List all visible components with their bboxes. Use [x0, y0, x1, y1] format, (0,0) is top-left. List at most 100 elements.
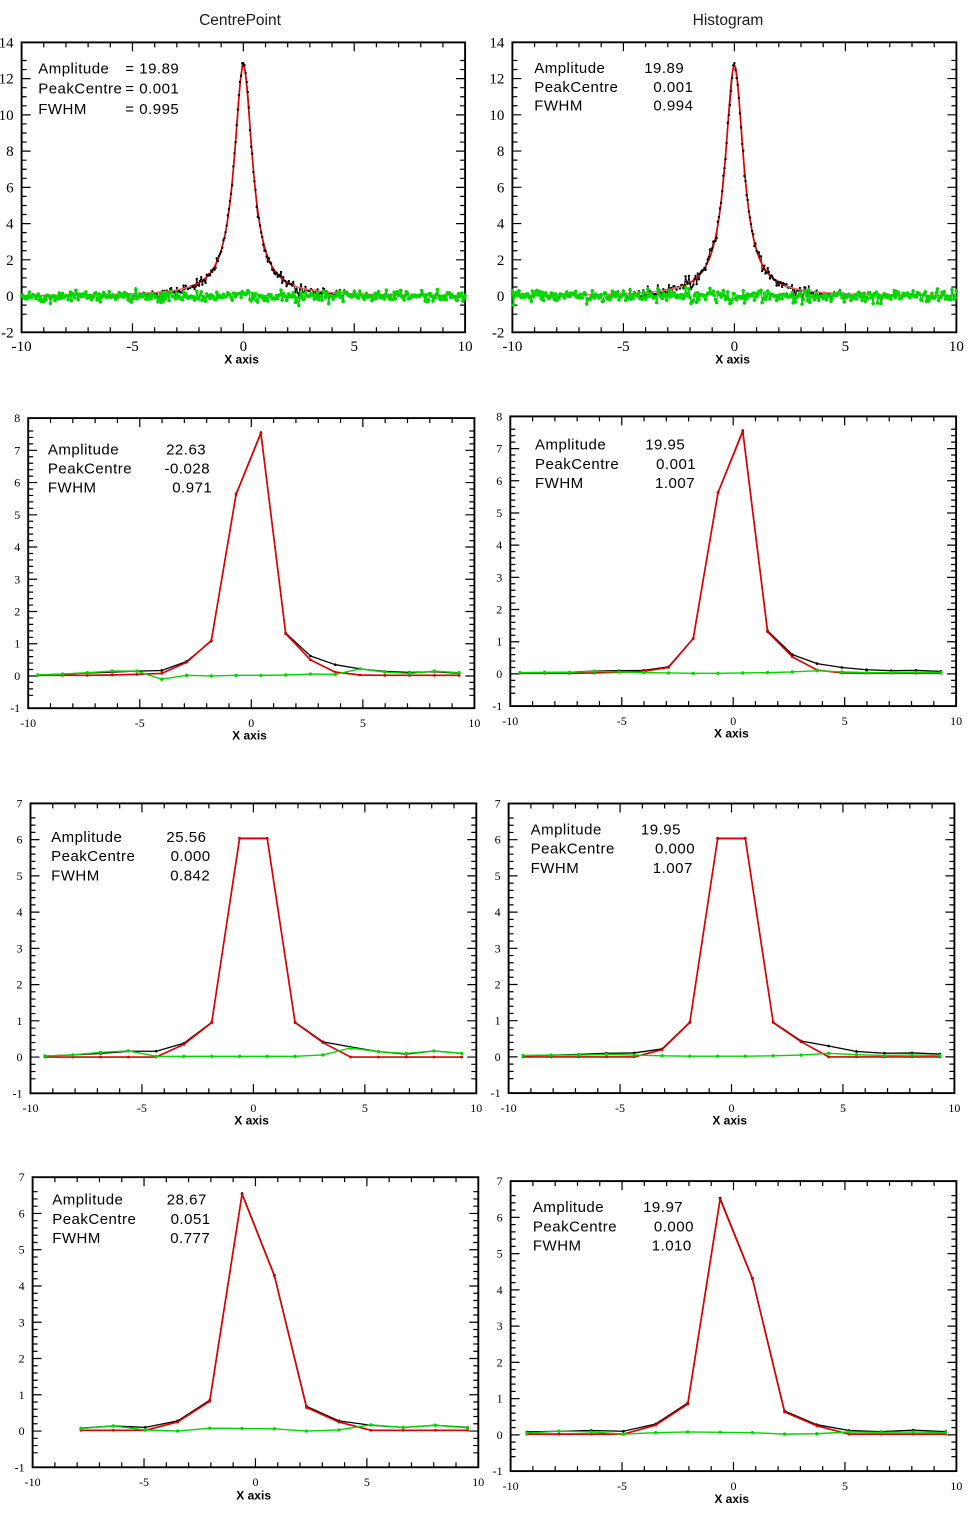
svg-text:10: 10 — [489, 108, 504, 124]
svg-text:10: 10 — [950, 1479, 962, 1493]
svg-text:-10: -10 — [20, 716, 36, 730]
svg-text:PeakCentre: PeakCentre — [534, 79, 618, 96]
svg-text:5: 5 — [840, 1101, 846, 1115]
svg-text:0: 0 — [17, 1050, 23, 1064]
svg-text:PeakCentre: PeakCentre — [531, 841, 615, 858]
svg-text:4: 4 — [14, 540, 20, 554]
svg-text:-10: -10 — [501, 1101, 517, 1115]
svg-text:3: 3 — [497, 1319, 503, 1333]
svg-text:FWHM: FWHM — [48, 480, 97, 497]
svg-text:Amplitude: Amplitude — [533, 1199, 604, 1216]
svg-text:1.007: 1.007 — [655, 475, 695, 492]
svg-text:10: 10 — [468, 716, 480, 730]
svg-text:4: 4 — [496, 538, 502, 552]
svg-text:0: 0 — [497, 289, 505, 305]
svg-text:-5: -5 — [617, 1479, 627, 1493]
svg-text:10: 10 — [458, 339, 473, 355]
svg-text:5: 5 — [360, 716, 366, 730]
svg-text:FWHM: FWHM — [52, 1230, 101, 1247]
svg-text:14: 14 — [0, 35, 14, 51]
svg-text:0: 0 — [731, 1479, 737, 1493]
svg-text:8: 8 — [14, 411, 20, 425]
svg-text:0: 0 — [19, 1424, 25, 1438]
svg-text:X axis: X axis — [712, 1113, 747, 1127]
svg-text:14: 14 — [489, 35, 505, 51]
svg-text:2: 2 — [17, 978, 23, 992]
svg-text:5: 5 — [495, 869, 501, 883]
svg-text:PeakCentre: PeakCentre — [38, 81, 122, 98]
svg-text:1: 1 — [496, 635, 502, 649]
svg-text:-5: -5 — [137, 1101, 147, 1115]
svg-text:Histogram: Histogram — [693, 12, 764, 29]
svg-text:6: 6 — [495, 833, 501, 847]
svg-text:Amplitude: Amplitude — [534, 60, 605, 77]
svg-text:19.95: 19.95 — [641, 821, 681, 838]
svg-text:0.001: 0.001 — [653, 79, 693, 96]
svg-text:6: 6 — [19, 1206, 25, 1220]
svg-text:3: 3 — [17, 941, 23, 955]
svg-text:-0.028: -0.028 — [165, 461, 211, 478]
svg-text:25.56: 25.56 — [166, 829, 206, 846]
svg-text:6: 6 — [497, 1210, 503, 1224]
svg-text:0: 0 — [250, 1101, 256, 1115]
svg-text:5: 5 — [842, 1479, 848, 1493]
svg-text:7: 7 — [17, 796, 23, 810]
svg-text:X axis: X axis — [714, 726, 749, 740]
svg-text:Amplitude: Amplitude — [531, 821, 602, 838]
svg-text:0.000: 0.000 — [654, 1218, 694, 1235]
svg-text:-10: -10 — [23, 1101, 39, 1115]
svg-text:0.777: 0.777 — [170, 1230, 210, 1247]
svg-text:X axis: X axis — [714, 1492, 749, 1506]
svg-text:10: 10 — [470, 1101, 482, 1115]
svg-text:-2: -2 — [1, 325, 14, 341]
svg-text:7: 7 — [495, 797, 501, 811]
svg-text:0: 0 — [731, 339, 739, 355]
svg-text:6: 6 — [14, 476, 20, 490]
svg-text:2: 2 — [497, 1355, 503, 1369]
svg-text:19.89: 19.89 — [644, 60, 684, 77]
svg-text:0.994: 0.994 — [653, 98, 693, 115]
svg-text:-1: -1 — [13, 1086, 23, 1100]
svg-text:5: 5 — [19, 1243, 25, 1257]
svg-text:-5: -5 — [126, 339, 139, 355]
svg-text:0: 0 — [730, 714, 736, 728]
svg-text:1: 1 — [497, 1392, 503, 1406]
svg-text:FWHM: FWHM — [38, 101, 87, 118]
svg-text:= 0.995: = 0.995 — [125, 101, 179, 118]
svg-text:8: 8 — [6, 144, 14, 160]
svg-text:0.051: 0.051 — [171, 1211, 211, 1228]
svg-text:10: 10 — [472, 1475, 484, 1489]
svg-text:PeakCentre: PeakCentre — [48, 461, 132, 478]
svg-text:0: 0 — [252, 1475, 258, 1489]
svg-text:10: 10 — [0, 108, 14, 124]
svg-text:FWHM: FWHM — [535, 475, 584, 492]
svg-text:12: 12 — [489, 72, 504, 88]
svg-text:4: 4 — [6, 217, 14, 233]
svg-text:PeakCentre: PeakCentre — [52, 1211, 136, 1228]
svg-text:-10: -10 — [502, 714, 518, 728]
svg-text:12: 12 — [0, 72, 14, 88]
svg-text:-1: -1 — [493, 1464, 503, 1478]
svg-text:0.000: 0.000 — [171, 848, 211, 865]
svg-text:5: 5 — [497, 1247, 503, 1261]
svg-text:0: 0 — [14, 669, 20, 683]
svg-text:0.971: 0.971 — [172, 480, 212, 497]
svg-text:1: 1 — [17, 1014, 23, 1028]
svg-text:CentrePoint: CentrePoint — [199, 12, 282, 29]
svg-text:-10: -10 — [12, 339, 32, 355]
svg-text:0.842: 0.842 — [170, 867, 210, 884]
svg-text:FWHM: FWHM — [534, 98, 583, 115]
svg-text:0.001: 0.001 — [656, 456, 696, 473]
svg-text:10: 10 — [948, 1101, 960, 1115]
svg-text:22.63: 22.63 — [166, 441, 206, 458]
svg-text:7: 7 — [497, 1174, 503, 1188]
svg-text:0: 0 — [248, 716, 254, 730]
svg-text:2: 2 — [495, 978, 501, 992]
svg-text:3: 3 — [495, 941, 501, 955]
svg-text:0: 0 — [495, 1050, 501, 1064]
svg-text:= 0.001: = 0.001 — [125, 81, 179, 98]
svg-text:PeakCentre: PeakCentre — [533, 1218, 617, 1235]
svg-text:0: 0 — [6, 289, 14, 305]
svg-text:-1: -1 — [491, 1086, 501, 1100]
svg-text:6: 6 — [17, 833, 23, 847]
